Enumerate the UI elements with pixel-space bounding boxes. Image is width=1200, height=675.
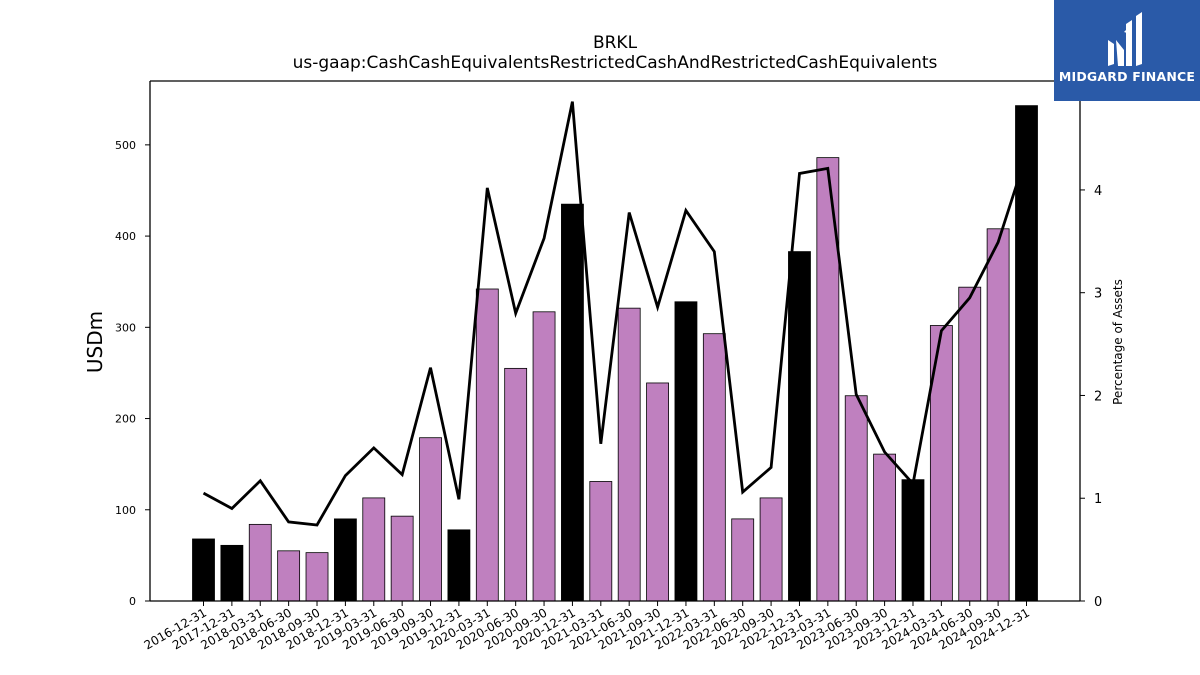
y-tick-label-0: 0 [129, 595, 136, 608]
bar-2023-09-30 [873, 453, 897, 602]
y-tick-label-500: 500 [115, 139, 136, 152]
bar-2024-09-30 [986, 228, 1010, 602]
bar-2019-06-30 [390, 515, 414, 602]
bar-2022-03-31 [702, 333, 726, 602]
y2-tick-label-3: 3 [1094, 287, 1102, 302]
bar-2022-09-30 [759, 497, 783, 602]
brand-logo: MIDGARD FINANCE [1054, 0, 1200, 101]
bar-2018-12-31 [333, 518, 357, 602]
y2-tick-label-0: 0 [1094, 595, 1102, 610]
bar-2021-12-31 [674, 301, 698, 602]
bar-2021-09-30 [646, 382, 669, 602]
bar-2018-03-31 [248, 523, 272, 602]
bar-2019-09-30 [419, 437, 442, 602]
y-axis-label: USDm [83, 311, 107, 373]
y2-tick-label-2: 2 [1094, 389, 1102, 404]
bar-2022-06-30 [731, 518, 755, 602]
y2-tick-label-1: 1 [1094, 492, 1102, 507]
bar-2020-12-31 [561, 203, 584, 602]
y2-axis-label: Percentage of Assets [1111, 279, 1125, 405]
bar-2019-12-31 [447, 529, 471, 602]
chart-subtitle: us-gaap:CashCashEquivalentsRestrictedCas… [293, 53, 938, 73]
y2-tick-label-4: 4 [1094, 184, 1102, 199]
y-tick-label-200: 200 [115, 413, 136, 426]
chart-title: BRKL [593, 33, 638, 53]
line-series-percentage-of-assets [202, 101, 1028, 527]
bar-2022-12-31 [788, 251, 811, 602]
bar-2023-06-30 [844, 395, 868, 602]
bar-2018-09-30 [305, 552, 329, 602]
bar-2020-03-31 [475, 288, 499, 602]
bar-2023-12-31 [901, 479, 925, 602]
y-tick-label-100: 100 [115, 504, 136, 517]
bar-2021-03-31 [589, 481, 613, 602]
y-tick-label-300: 300 [115, 321, 136, 334]
plot-area: 0100200300400500012342016-12-312017-12-3… [115, 80, 1102, 652]
bar-2021-06-30 [617, 307, 641, 602]
bar-2020-09-30 [532, 311, 556, 602]
logo-mark-icon [1108, 12, 1142, 66]
brand-name: MIDGARD FINANCE [1058, 69, 1196, 84]
bar-2016-12-31 [192, 538, 215, 602]
bar-2017-12-31 [220, 544, 244, 602]
bar-2024-06-30 [958, 286, 982, 602]
bar-2019-03-31 [362, 497, 386, 602]
bar-2018-06-30 [277, 550, 301, 602]
y-tick-label-400: 400 [115, 230, 136, 243]
bar-2020-06-30 [504, 367, 528, 602]
